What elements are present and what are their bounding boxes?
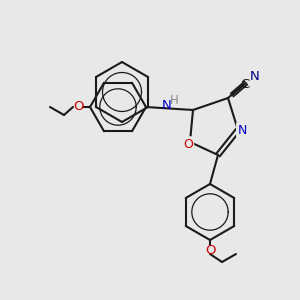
Text: O: O xyxy=(205,244,215,256)
Text: O: O xyxy=(73,100,83,113)
Text: N: N xyxy=(250,70,260,83)
Text: C: C xyxy=(240,77,250,91)
Text: N: N xyxy=(162,99,171,112)
Text: O: O xyxy=(183,137,193,151)
Text: N: N xyxy=(237,124,247,136)
Text: H: H xyxy=(170,94,179,107)
